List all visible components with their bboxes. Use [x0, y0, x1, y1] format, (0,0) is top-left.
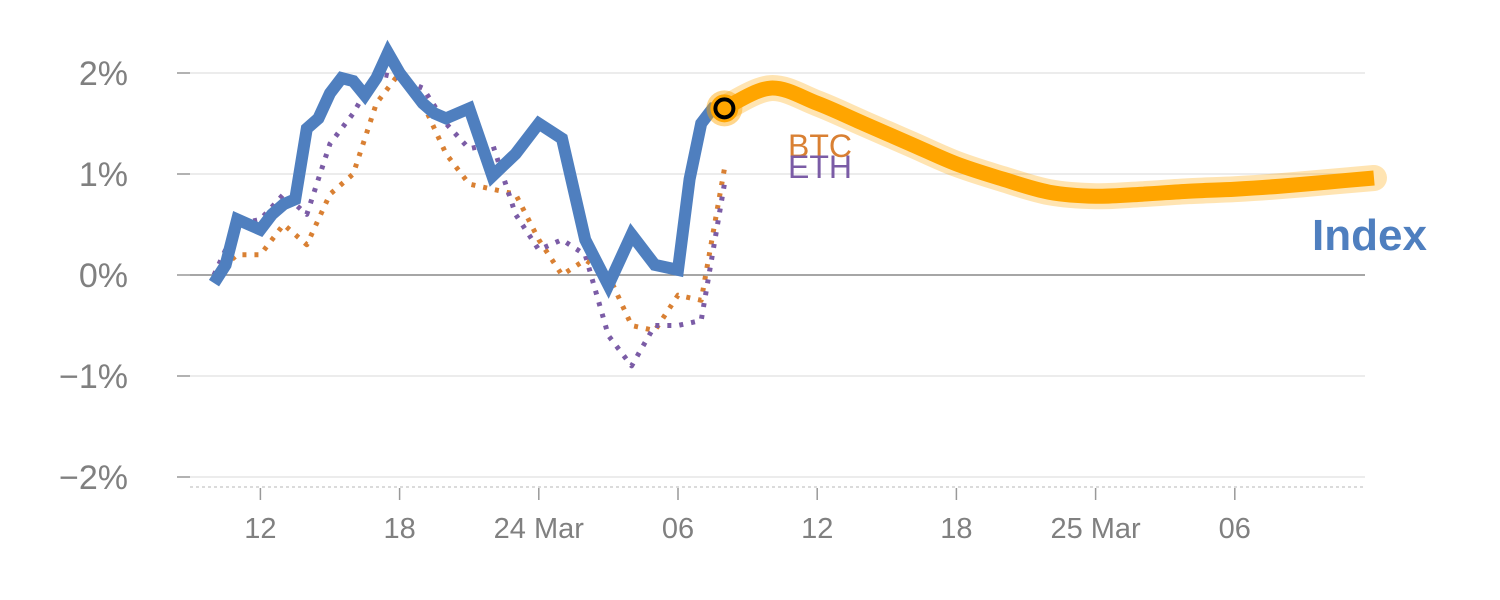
- x-tick-label: 06: [1219, 513, 1251, 545]
- x-tick-label: 18: [940, 513, 972, 545]
- x-tick-label: 12: [244, 513, 276, 545]
- eth-line: [211, 70, 727, 369]
- x-tick-label: 12: [801, 513, 833, 545]
- x-axis: 12 18 24 Mar 06 12 18 25 Mar 06: [190, 486, 1365, 545]
- x-tick-label: 25 Mar: [1050, 513, 1141, 545]
- y-tick-label: −1%: [59, 358, 128, 396]
- index-line: [208, 39, 725, 299]
- y-tick-label: 1%: [79, 156, 128, 194]
- x-tick-label: 18: [383, 513, 415, 545]
- series-labels: BTC ETH Index: [788, 128, 1427, 260]
- x-tick-label: 06: [662, 513, 694, 545]
- x-tick-label: 24 Mar: [494, 513, 585, 545]
- y-tick-label: 2%: [79, 55, 128, 93]
- series-lines: [208, 39, 1387, 369]
- btc-series-label: BTC: [788, 128, 852, 164]
- marker-point: [713, 97, 736, 120]
- y-tick-label: −2%: [59, 459, 128, 497]
- eth-series-label: ETH: [788, 149, 852, 185]
- y-tick-label: 0%: [79, 257, 128, 295]
- y-axis: 2% 1% 0% −1% −2%: [59, 55, 190, 497]
- gridlines: [190, 72, 1365, 478]
- current-point-marker: [706, 90, 743, 127]
- forecast-line: [721, 80, 1375, 204]
- index-series-label: Index: [1312, 211, 1427, 260]
